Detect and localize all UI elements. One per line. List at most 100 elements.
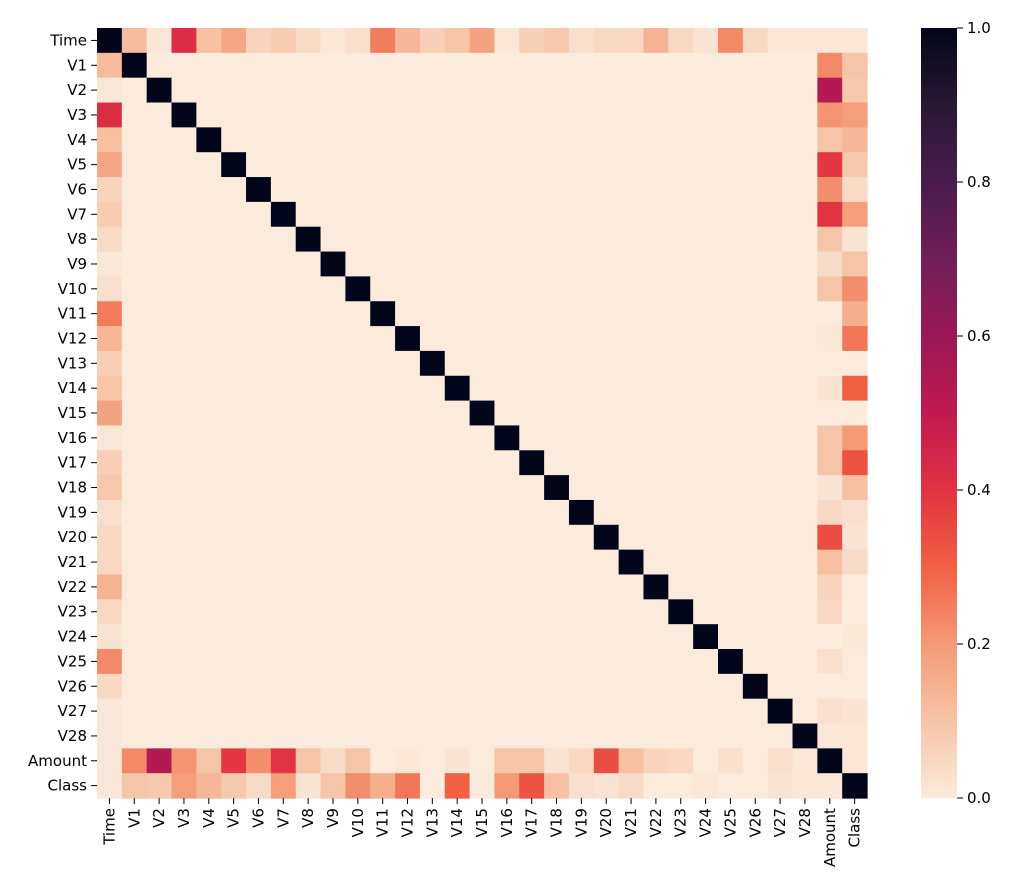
heatmap-cell-v8-v20 bbox=[593, 226, 620, 253]
heatmap-cell-v28-v19 bbox=[568, 723, 595, 749]
heatmap-cell-v25-v17 bbox=[519, 649, 545, 675]
heatmap-cell-v4-v25 bbox=[718, 127, 744, 153]
heatmap-cell-v23-v16 bbox=[494, 599, 520, 625]
y-tick-label: V24 bbox=[58, 628, 87, 646]
heatmap-cell-v3-v20 bbox=[593, 102, 620, 128]
heatmap-cell-v20-v19 bbox=[568, 524, 595, 551]
heatmap-cell-v11-v21 bbox=[618, 301, 645, 327]
heatmap-cell-v26-v28 bbox=[792, 673, 818, 700]
heatmap-cell-v25-v12 bbox=[395, 649, 421, 675]
heatmap-cell-v23-v23 bbox=[668, 599, 694, 625]
heatmap-cell-v8-v7 bbox=[270, 226, 297, 253]
y-tick-label: V12 bbox=[58, 330, 87, 348]
heatmap-cell-v16-v4 bbox=[196, 425, 222, 451]
x-tick-label: V23 bbox=[672, 808, 690, 837]
heatmap-cell-v23-v17 bbox=[519, 599, 545, 625]
heatmap-cell-v10-v1 bbox=[121, 276, 148, 302]
heatmap-cell-v16-v3 bbox=[171, 425, 197, 451]
heatmap-cell-v6-class bbox=[842, 177, 868, 203]
y-tick-label: V13 bbox=[58, 354, 87, 372]
heatmap-cell-time-v5 bbox=[221, 28, 247, 54]
heatmap-cell-v6-v4 bbox=[196, 177, 222, 203]
heatmap-cell-v3-time bbox=[97, 102, 123, 128]
heatmap-cell-v3-v7 bbox=[270, 102, 297, 128]
heatmap-cell-amount-v3 bbox=[171, 748, 197, 774]
heatmap-cell-v15-v24 bbox=[693, 400, 719, 427]
x-tick-label: V17 bbox=[523, 808, 541, 837]
heatmap-cell-v24-v19 bbox=[568, 624, 595, 650]
heatmap-cell-v13-v2 bbox=[146, 350, 173, 377]
heatmap-cell-v5-class bbox=[842, 152, 868, 178]
heatmap-cell-v19-v10 bbox=[345, 499, 371, 526]
heatmap-cell-v26-v4 bbox=[196, 673, 222, 700]
heatmap-cell-v27-v10 bbox=[345, 698, 371, 725]
heatmap-cell-v8-v8 bbox=[295, 226, 322, 253]
heatmap-cell-v25-v10 bbox=[345, 649, 371, 675]
heatmap-cell-v24-v9 bbox=[320, 624, 346, 650]
heatmap-cell-v3-v23 bbox=[668, 102, 694, 128]
heatmap-cell-v20-v1 bbox=[121, 524, 148, 551]
heatmap-cell-v15-v9 bbox=[320, 400, 346, 427]
heatmap-cell-v15-v10 bbox=[345, 400, 371, 427]
heatmap-cell-v19-v11 bbox=[370, 499, 396, 526]
heatmap-cell-class-v23 bbox=[668, 773, 694, 799]
heatmap-cell-v4-v13 bbox=[419, 127, 446, 153]
heatmap-cell-v4-v3 bbox=[171, 127, 197, 153]
heatmap-cell-v4-class bbox=[842, 127, 868, 153]
heatmap-cell-v28-v23 bbox=[668, 723, 694, 749]
heatmap-cell-v24-v3 bbox=[171, 624, 197, 650]
heatmap-cell-v19-v4 bbox=[196, 499, 222, 526]
heatmap-cell-v2-v25 bbox=[718, 77, 744, 104]
heatmap-cell-v10-v26 bbox=[742, 276, 769, 302]
heatmap-cell-class-v27 bbox=[767, 773, 794, 799]
heatmap-cell-v18-v4 bbox=[196, 475, 222, 501]
heatmap-cell-v7-v6 bbox=[246, 201, 272, 228]
heatmap-cell-class-v5 bbox=[221, 773, 247, 799]
heatmap-cell-v1-v13 bbox=[419, 52, 446, 79]
heatmap-cell-v11-v27 bbox=[767, 301, 794, 327]
heatmap-cell-v22-amount bbox=[817, 574, 843, 600]
heatmap-cell-amount-v18 bbox=[544, 748, 570, 774]
heatmap-cell-v8-v3 bbox=[171, 226, 197, 253]
heatmap-cell-v19-v19 bbox=[568, 499, 595, 526]
heatmap-cell-v21-v17 bbox=[519, 549, 545, 576]
heatmap-cell-v19-v26 bbox=[742, 499, 769, 526]
heatmap-cell-time-v3 bbox=[171, 28, 197, 54]
heatmap-cell-v18-amount bbox=[817, 475, 843, 501]
heatmap-cell-v1-v22 bbox=[643, 52, 669, 79]
heatmap-cell-v19-v3 bbox=[171, 499, 197, 526]
heatmap-cells bbox=[97, 28, 868, 799]
heatmap-cell-class-v6 bbox=[246, 773, 272, 799]
heatmap-cell-v10-v28 bbox=[792, 276, 818, 302]
heatmap-cell-v16-v5 bbox=[221, 425, 247, 451]
heatmap-cell-v27-v2 bbox=[146, 698, 173, 725]
y-tick-label: Amount bbox=[28, 752, 87, 770]
heatmap-cell-v17-time bbox=[97, 450, 123, 476]
heatmap-cell-v13-v8 bbox=[295, 350, 322, 377]
heatmap-cell-v10-v19 bbox=[568, 276, 595, 302]
heatmap-cell-v18-v7 bbox=[270, 475, 297, 501]
heatmap-cell-v18-v9 bbox=[320, 475, 346, 501]
heatmap-cell-v20-v11 bbox=[370, 524, 396, 551]
heatmap-cell-v10-v18 bbox=[544, 276, 570, 302]
heatmap-cell-v15-v15 bbox=[469, 400, 496, 427]
x-tick-label: V3 bbox=[175, 808, 193, 828]
heatmap-cell-v13-v28 bbox=[792, 350, 818, 377]
heatmap-cell-v21-v26 bbox=[742, 549, 769, 576]
heatmap-cell-v9-v13 bbox=[419, 251, 446, 277]
heatmap-cell-v11-v26 bbox=[742, 301, 769, 327]
heatmap-cell-v5-v21 bbox=[618, 152, 645, 178]
heatmap-cell-v12-v28 bbox=[792, 326, 818, 352]
heatmap-cell-v9-v22 bbox=[643, 251, 669, 277]
heatmap-cell-v4-v22 bbox=[643, 127, 669, 153]
heatmap-cell-v24-v18 bbox=[544, 624, 570, 650]
heatmap-cell-v18-time bbox=[97, 475, 123, 501]
heatmap-cell-v18-v12 bbox=[395, 475, 421, 501]
heatmap-cell-v25-class bbox=[842, 649, 868, 675]
heatmap-cell-v1-v9 bbox=[320, 52, 346, 79]
heatmap-cell-v28-v10 bbox=[345, 723, 371, 749]
x-tick-label: V18 bbox=[548, 808, 566, 837]
heatmap-cell-v28-v26 bbox=[742, 723, 769, 749]
heatmap-cell-v4-v16 bbox=[494, 127, 520, 153]
heatmap-cell-v8-v25 bbox=[718, 226, 744, 253]
